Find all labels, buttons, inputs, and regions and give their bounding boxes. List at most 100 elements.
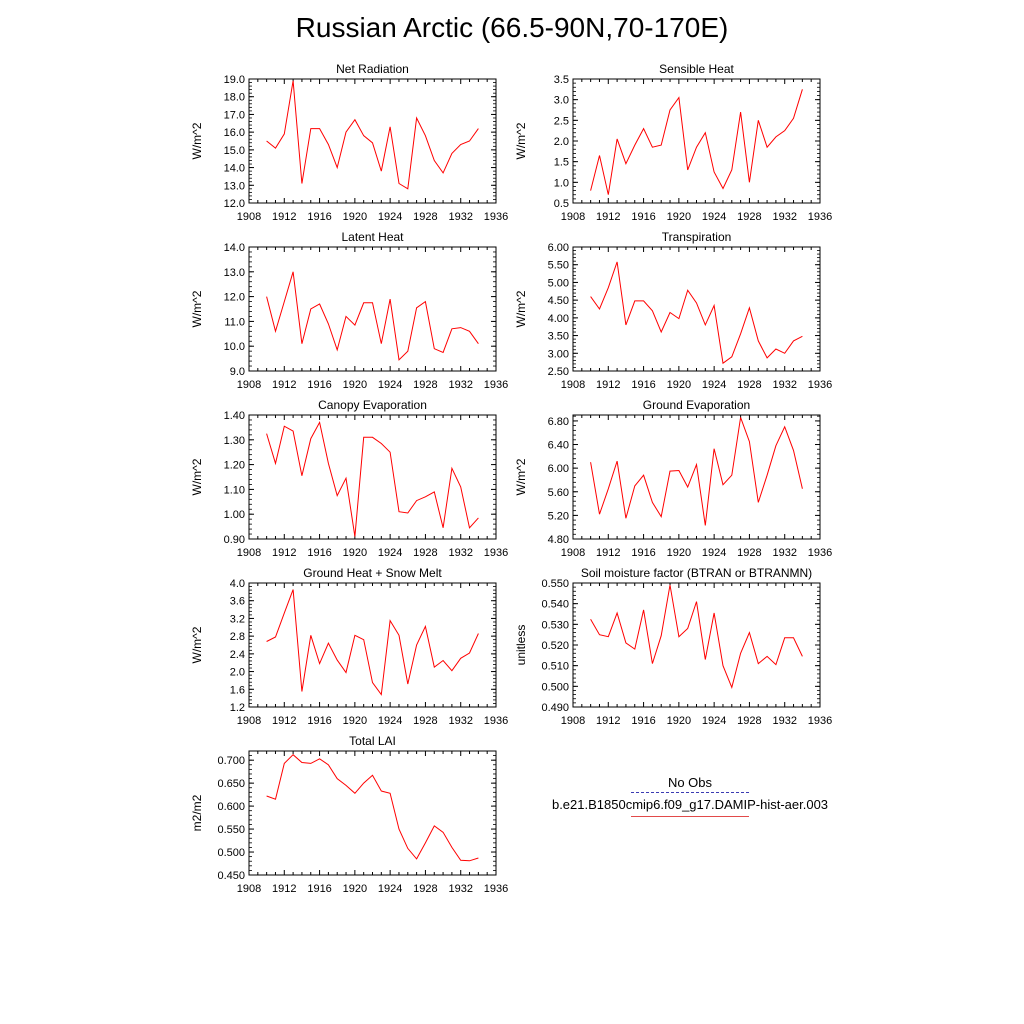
x-tick-label: 1928 [413, 715, 437, 727]
series-line [266, 589, 479, 696]
legend-model-line [631, 816, 749, 817]
x-tick-label: 1908 [561, 379, 585, 391]
x-tick-label: 1928 [737, 547, 761, 559]
y-tick-label: 4.80 [548, 534, 569, 546]
panel-1: Net Radiation W/m^2 1908 1912 1916 1920 1924 19… [190, 62, 508, 223]
panel-title: Soil moisture factor (BTRAN or BTRANMN) [581, 566, 812, 580]
x-tick-label: 1916 [631, 547, 655, 559]
x-tick-label: 1924 [378, 883, 402, 895]
panel-title: Ground Evaporation [643, 398, 750, 412]
panel-8: Soil moisture factor (BTRAN or BTRANMN) u… [514, 566, 832, 727]
x-tick-label: 1928 [413, 379, 437, 391]
y-tick-label: 2.4 [230, 649, 245, 661]
y-tick-label: 13.0 [224, 180, 245, 192]
x-tick-label: 1912 [272, 379, 296, 391]
x-tick-label: 1912 [272, 547, 296, 559]
x-tick-label: 1920 [667, 211, 691, 223]
x-tick-label: 1924 [378, 379, 402, 391]
x-tick-label: 1920 [667, 379, 691, 391]
x-tick-label: 1932 [772, 715, 796, 727]
x-tick-label: 1920 [343, 211, 367, 223]
y-tick-label: 1.0 [554, 177, 569, 189]
y-tick-label: 19.0 [224, 74, 245, 86]
x-tick-label: 1916 [307, 379, 331, 391]
y-tick-label: 9.0 [230, 366, 245, 378]
x-tick-label: 1920 [343, 715, 367, 727]
y-tick-label: 10.0 [224, 341, 245, 353]
page-title: Russian Arctic (66.5-90N,70-170E) [295, 12, 729, 43]
y-tick-label: 3.5 [554, 74, 569, 86]
y-tick-label: 0.600 [217, 801, 245, 813]
y-tick-label: 1.10 [224, 484, 245, 496]
x-tick-label: 1936 [808, 547, 832, 559]
x-tick-label: 1908 [237, 211, 261, 223]
y-tick-label: 0.500 [541, 681, 569, 693]
panel-title: Canopy Evaporation [318, 398, 427, 412]
x-tick-label: 1912 [272, 883, 296, 895]
panel-title: Latent Heat [341, 230, 404, 244]
x-tick-label: 1936 [484, 547, 508, 559]
x-tick-label: 1932 [448, 883, 472, 895]
x-tick-label: 1908 [237, 883, 261, 895]
y-tick-label: 0.700 [217, 755, 245, 767]
panel-2: Sensible Heat W/m^2 1908 1912 1916 1920 1924 19… [514, 62, 832, 223]
y-tick-label: 1.6 [230, 684, 245, 696]
y-tick-label: 1.30 [224, 435, 245, 447]
x-tick-label: 1924 [378, 547, 402, 559]
y-axis-label: m2/m2 [190, 794, 204, 831]
y-tick-label: 1.2 [230, 702, 245, 714]
y-tick-label: 3.0 [554, 95, 569, 107]
y-tick-label: 2.0 [230, 667, 245, 679]
y-tick-label: 3.2 [230, 613, 245, 625]
series-line [590, 261, 803, 365]
x-tick-label: 1912 [596, 715, 620, 727]
y-tick-label: 11.0 [224, 316, 245, 328]
x-tick-label: 1924 [378, 211, 402, 223]
x-tick-label: 1908 [561, 715, 585, 727]
y-axis-label: W/m^2 [514, 290, 528, 327]
y-axis-label: W/m^2 [190, 290, 204, 327]
y-tick-label: 0.550 [541, 578, 569, 590]
y-tick-label: 4.00 [548, 313, 569, 325]
y-tick-label: 14.0 [224, 163, 245, 175]
plot-frame [248, 582, 497, 708]
x-tick-label: 1920 [667, 547, 691, 559]
x-tick-label: 1928 [737, 379, 761, 391]
x-tick-label: 1924 [702, 715, 726, 727]
panel-title: Ground Heat + Snow Melt [303, 566, 442, 580]
x-tick-label: 1936 [484, 883, 508, 895]
y-tick-label: 2.8 [230, 631, 245, 643]
x-tick-label: 1936 [808, 715, 832, 727]
x-tick-label: 1936 [808, 211, 832, 223]
x-tick-label: 1924 [378, 715, 402, 727]
y-tick-label: 0.650 [217, 778, 245, 790]
plot-frame [248, 750, 497, 876]
x-tick-label: 1908 [237, 379, 261, 391]
x-tick-label: 1908 [561, 211, 585, 223]
y-tick-label: 1.20 [224, 460, 245, 472]
x-tick-label: 1936 [484, 211, 508, 223]
x-tick-label: 1920 [343, 379, 367, 391]
series-line [590, 585, 803, 689]
x-tick-label: 1932 [772, 211, 796, 223]
plot-frame [572, 414, 821, 540]
series-line [266, 80, 479, 190]
panel-4: Transpiration W/m^2 1908 1912 1916 1920 1924 19… [514, 230, 832, 391]
x-tick-label: 1916 [631, 211, 655, 223]
x-tick-label: 1936 [484, 379, 508, 391]
y-axis-label: W/m^2 [190, 458, 204, 495]
y-tick-label: 0.540 [541, 599, 569, 611]
x-tick-label: 1916 [631, 715, 655, 727]
y-tick-label: 5.60 [548, 487, 569, 499]
x-tick-label: 1916 [631, 379, 655, 391]
y-tick-label: 12.0 [224, 292, 245, 304]
x-tick-label: 1932 [448, 715, 472, 727]
plot-frame [248, 414, 497, 540]
x-tick-label: 1928 [413, 883, 437, 895]
legend-obs-label: No Obs [667, 775, 713, 790]
y-tick-label: 4.50 [548, 295, 569, 307]
series-line [266, 271, 479, 361]
y-tick-label: 5.00 [548, 277, 569, 289]
y-tick-label: 16.0 [224, 127, 245, 139]
